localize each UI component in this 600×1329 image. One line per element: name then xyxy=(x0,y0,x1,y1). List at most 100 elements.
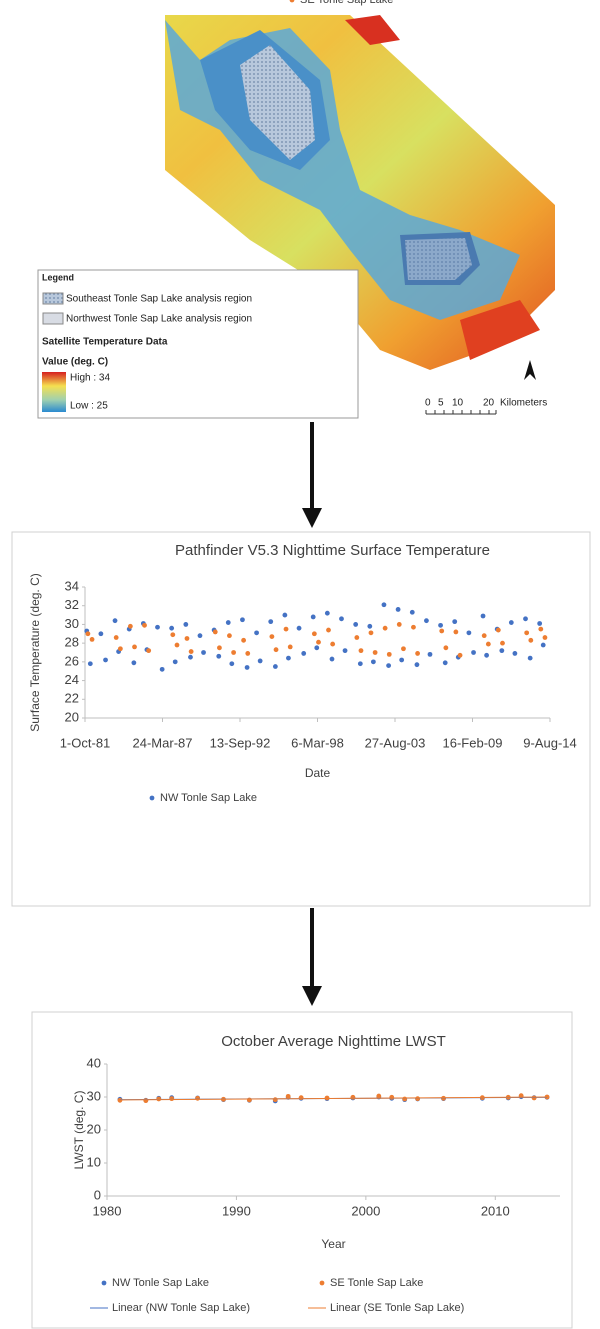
scale-label: 10 xyxy=(452,398,464,409)
map-legend-item: Southeast Tonle Sap Lake analysis region xyxy=(66,294,252,305)
point xyxy=(311,631,317,637)
point xyxy=(285,1093,291,1099)
legend-label: NW Tonle Sap Lake xyxy=(112,1277,209,1289)
point xyxy=(389,1094,395,1100)
scale-label: 0 xyxy=(425,398,431,409)
point xyxy=(245,651,251,656)
point xyxy=(244,665,250,670)
point xyxy=(508,620,514,625)
point xyxy=(424,618,429,624)
point xyxy=(174,642,180,648)
point xyxy=(357,661,363,667)
point xyxy=(443,645,449,651)
point xyxy=(342,648,348,654)
point xyxy=(113,635,119,640)
legend-label: Linear (SE Tonle Sap Lake) xyxy=(330,1302,464,1314)
point xyxy=(169,1096,175,1102)
x-axis-label: Year xyxy=(321,1237,345,1251)
point xyxy=(296,625,302,631)
point xyxy=(188,654,193,660)
scale-label: 5 xyxy=(438,398,444,409)
point xyxy=(480,613,486,619)
point xyxy=(197,633,203,639)
map-legend-title: Legend xyxy=(42,272,74,282)
point xyxy=(257,658,263,664)
point xyxy=(324,610,330,616)
point xyxy=(146,648,152,654)
point xyxy=(184,636,190,641)
point xyxy=(85,631,91,637)
legend-marker xyxy=(289,0,295,3)
point xyxy=(523,616,528,622)
y-axis-label: Surface Temperature (deg. C) xyxy=(28,573,42,732)
y-tick-label: 32 xyxy=(65,597,79,612)
point xyxy=(415,651,420,656)
point xyxy=(372,650,378,655)
point xyxy=(329,656,335,662)
scale-label: Kilometers xyxy=(500,398,547,409)
legend-marker xyxy=(319,1280,325,1286)
point xyxy=(524,630,530,636)
point xyxy=(310,614,316,620)
x-tick-label: 13-Sep-92 xyxy=(210,735,271,750)
y-tick-label: 20 xyxy=(65,709,79,724)
point xyxy=(316,639,321,645)
point xyxy=(132,644,137,650)
point xyxy=(386,663,392,668)
point xyxy=(528,637,534,643)
point xyxy=(466,630,472,636)
point xyxy=(527,655,533,661)
point xyxy=(438,622,443,628)
map-legend-box xyxy=(37,269,359,419)
point xyxy=(540,642,546,648)
point xyxy=(324,1095,330,1101)
point xyxy=(201,650,206,655)
point xyxy=(195,1095,201,1101)
point xyxy=(287,644,293,650)
x-tick-label: 16-Feb-09 xyxy=(443,735,503,750)
point xyxy=(381,602,387,608)
y-tick-label: 24 xyxy=(65,672,79,687)
y-tick-label: 22 xyxy=(65,691,79,706)
y-tick-label: 40 xyxy=(87,1055,101,1070)
point xyxy=(370,659,376,665)
point xyxy=(376,1093,382,1099)
point xyxy=(481,633,487,639)
point xyxy=(414,662,420,668)
x-tick-label: 6-Mar-98 xyxy=(291,735,344,750)
point xyxy=(452,619,458,625)
x-tick-label: 27-Aug-03 xyxy=(365,735,426,750)
legend-swatch xyxy=(42,292,64,305)
point xyxy=(225,620,231,625)
point xyxy=(386,651,392,657)
point xyxy=(409,609,415,615)
point xyxy=(354,635,360,640)
map xyxy=(165,15,555,370)
point xyxy=(427,651,433,657)
chart-frame xyxy=(31,1011,573,1329)
flow-arrow-head xyxy=(302,508,322,528)
point xyxy=(339,616,344,622)
point xyxy=(241,637,247,643)
legend-marker xyxy=(149,795,155,801)
point xyxy=(170,632,176,638)
point xyxy=(439,628,445,634)
scale-bar xyxy=(425,410,497,415)
point xyxy=(286,655,291,661)
point xyxy=(87,661,93,667)
y-tick-label: 34 xyxy=(65,578,79,593)
y-tick-label: 10 xyxy=(87,1154,101,1169)
point xyxy=(159,666,165,672)
point xyxy=(212,629,218,635)
point xyxy=(415,1096,421,1102)
point xyxy=(537,621,543,626)
point xyxy=(485,641,491,647)
point xyxy=(399,657,405,663)
x-tick-label: 1980 xyxy=(93,1203,122,1218)
legend-label: SE Tonle Sap Lake xyxy=(330,1277,423,1289)
ramp-label: High : 34 xyxy=(70,373,110,384)
point xyxy=(272,1097,278,1103)
point xyxy=(314,645,320,651)
point xyxy=(216,653,222,659)
